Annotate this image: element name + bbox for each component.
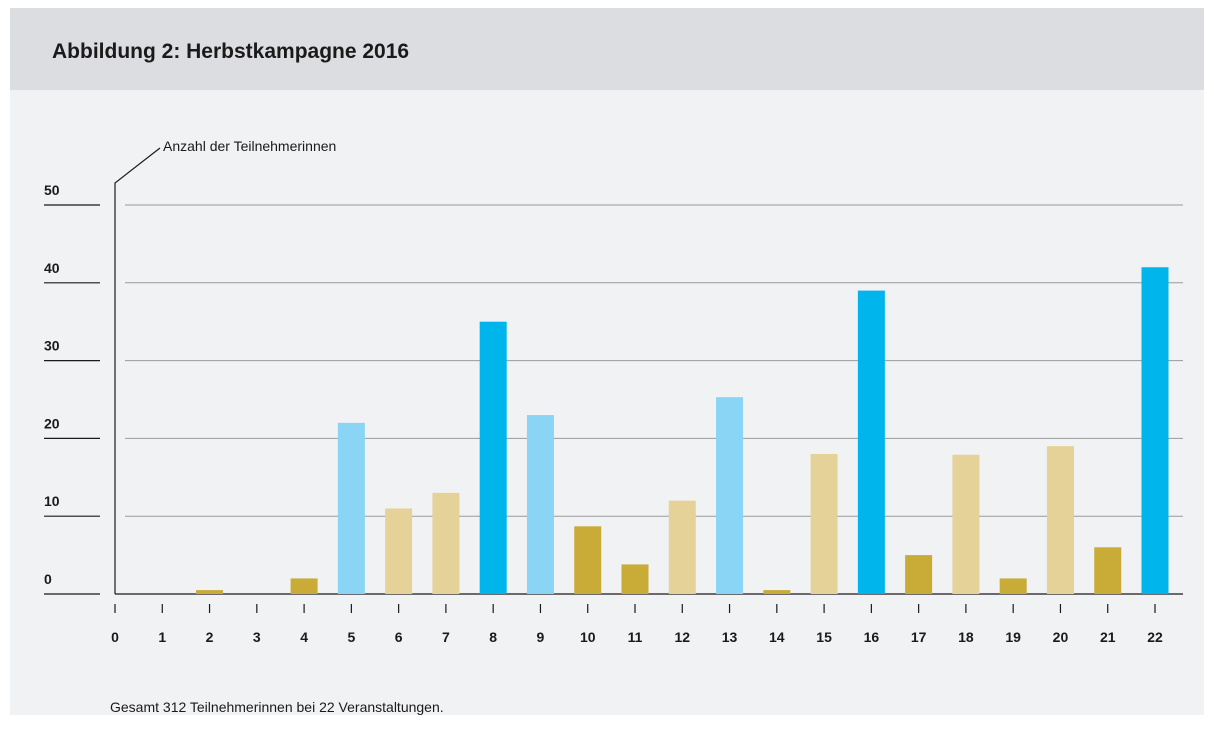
x-tick-label: 21 bbox=[1100, 629, 1116, 645]
bar bbox=[810, 453, 838, 594]
y-tick-label: 10 bbox=[44, 493, 60, 509]
panel bbox=[10, 8, 1204, 715]
x-tick-label: 9 bbox=[537, 629, 545, 645]
chart-title: Abbildung 2: Herbstkampagne 2016 bbox=[52, 40, 409, 63]
footnote: Gesamt 312 Teilnehmerinnen bei 22 Verans… bbox=[110, 699, 444, 715]
bar bbox=[999, 578, 1027, 594]
x-tick-label: 10 bbox=[580, 629, 596, 645]
y-tick-label: 30 bbox=[44, 338, 60, 354]
bar bbox=[196, 590, 224, 594]
bar bbox=[479, 321, 507, 594]
x-tick-label: 7 bbox=[442, 629, 450, 645]
x-tick-label: 13 bbox=[722, 629, 738, 645]
bar bbox=[716, 397, 744, 594]
x-tick-label: 12 bbox=[674, 629, 690, 645]
x-tick-label: 19 bbox=[1005, 629, 1021, 645]
x-tick-label: 11 bbox=[628, 629, 643, 645]
x-tick-label: 18 bbox=[958, 629, 974, 645]
y-tick-label: 50 bbox=[44, 182, 60, 198]
x-tick-label: 22 bbox=[1147, 629, 1163, 645]
bar bbox=[574, 526, 602, 594]
x-tick-label: 14 bbox=[769, 629, 785, 645]
bar bbox=[1141, 267, 1169, 594]
bar bbox=[668, 500, 696, 594]
x-tick-label: 3 bbox=[253, 629, 261, 645]
y-tick-label: 0 bbox=[44, 571, 52, 587]
bar bbox=[290, 578, 318, 594]
x-tick-label: 20 bbox=[1053, 629, 1069, 645]
bar bbox=[1094, 547, 1122, 594]
bar bbox=[952, 454, 980, 594]
y-tick-label: 40 bbox=[44, 260, 60, 276]
bar bbox=[763, 590, 791, 594]
x-tick-label: 4 bbox=[300, 629, 308, 645]
x-tick-label: 15 bbox=[816, 629, 832, 645]
x-tick-label: 8 bbox=[489, 629, 497, 645]
x-tick-label: 16 bbox=[864, 629, 880, 645]
x-tick-label: 2 bbox=[206, 629, 214, 645]
bar bbox=[621, 564, 649, 594]
bar bbox=[432, 492, 460, 594]
bar bbox=[905, 555, 933, 594]
bar bbox=[385, 508, 413, 594]
bar bbox=[337, 422, 365, 594]
bar bbox=[1046, 446, 1074, 594]
y-axis bbox=[114, 147, 161, 594]
header bbox=[10, 8, 1204, 90]
y-tick-label: 20 bbox=[44, 415, 60, 431]
x-tick-label: 0 bbox=[111, 629, 119, 645]
x-tick-label: 1 bbox=[158, 629, 166, 645]
y-axis-label: Anzahl der Teilnehmerinnen bbox=[163, 138, 336, 154]
x-tick-label: 17 bbox=[911, 629, 927, 645]
bar bbox=[857, 290, 885, 594]
bar bbox=[526, 415, 554, 594]
x-tick-label: 5 bbox=[347, 629, 355, 645]
x-tick-label: 6 bbox=[395, 629, 403, 645]
